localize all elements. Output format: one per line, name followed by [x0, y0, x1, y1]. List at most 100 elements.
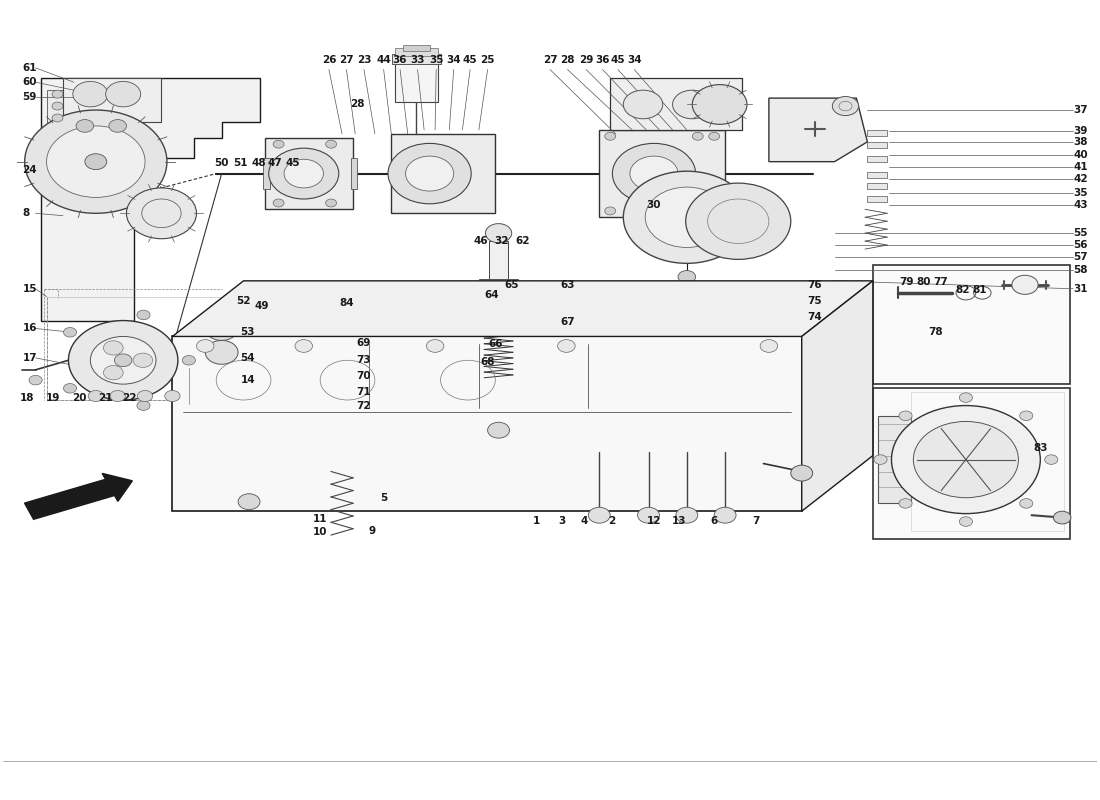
Polygon shape: [769, 98, 868, 162]
Text: 37: 37: [1074, 105, 1088, 115]
Circle shape: [165, 390, 180, 402]
Circle shape: [73, 82, 108, 107]
Circle shape: [90, 337, 156, 384]
Text: 81: 81: [972, 286, 988, 295]
Text: 6: 6: [711, 516, 718, 526]
Circle shape: [605, 207, 616, 215]
Text: 4: 4: [580, 516, 587, 526]
Text: 79: 79: [900, 278, 914, 287]
Circle shape: [46, 126, 145, 198]
Text: 17: 17: [22, 353, 37, 363]
Text: 51: 51: [233, 158, 248, 168]
Text: 80: 80: [916, 278, 931, 287]
Circle shape: [630, 156, 678, 191]
Polygon shape: [173, 337, 802, 511]
Bar: [485, 387, 512, 394]
Text: 47: 47: [268, 158, 283, 168]
Text: 35: 35: [429, 55, 443, 65]
Bar: [46, 90, 140, 154]
Text: 45: 45: [463, 55, 477, 65]
Text: 11: 11: [312, 514, 328, 524]
Circle shape: [114, 354, 132, 366]
Text: 26: 26: [321, 55, 337, 65]
Circle shape: [487, 422, 509, 438]
Text: 76: 76: [807, 280, 822, 290]
Text: 70: 70: [356, 371, 372, 381]
Text: 32: 32: [495, 236, 509, 246]
Bar: [868, 156, 887, 162]
Circle shape: [588, 507, 610, 523]
Circle shape: [85, 154, 107, 170]
Circle shape: [29, 375, 42, 385]
Text: 40: 40: [1074, 150, 1088, 160]
Circle shape: [680, 287, 693, 297]
Circle shape: [685, 183, 791, 259]
Circle shape: [605, 132, 616, 140]
Circle shape: [891, 406, 1041, 514]
Polygon shape: [173, 281, 873, 337]
Circle shape: [708, 207, 719, 215]
Text: 63: 63: [560, 280, 575, 290]
Text: 34: 34: [447, 55, 461, 65]
Bar: [485, 378, 512, 385]
Text: 66: 66: [488, 339, 503, 350]
Text: 54: 54: [241, 353, 255, 363]
Circle shape: [88, 390, 103, 402]
Text: 30: 30: [647, 200, 661, 210]
Circle shape: [238, 494, 260, 510]
Text: 38: 38: [1074, 137, 1088, 147]
Circle shape: [692, 207, 703, 215]
Circle shape: [138, 390, 153, 402]
Bar: [488, 241, 508, 279]
Text: 64: 64: [485, 290, 499, 300]
Circle shape: [624, 90, 662, 118]
Circle shape: [791, 465, 813, 481]
Text: 43: 43: [1074, 200, 1088, 210]
Text: 46: 46: [474, 236, 488, 246]
Text: 14: 14: [241, 375, 255, 385]
Text: 23: 23: [356, 55, 371, 65]
Circle shape: [638, 507, 659, 523]
Bar: [868, 196, 887, 202]
Circle shape: [1054, 511, 1071, 524]
Text: 12: 12: [647, 516, 661, 526]
Circle shape: [692, 85, 747, 124]
Circle shape: [268, 148, 339, 199]
Text: 2: 2: [607, 516, 615, 526]
Bar: [610, 78, 741, 130]
Text: 75: 75: [807, 296, 822, 306]
Text: 28: 28: [560, 55, 575, 65]
Circle shape: [197, 340, 215, 352]
Circle shape: [295, 340, 312, 352]
Text: 13: 13: [672, 516, 686, 526]
Bar: [395, 58, 439, 102]
Circle shape: [273, 140, 284, 148]
Circle shape: [485, 224, 512, 242]
Circle shape: [613, 143, 695, 204]
Circle shape: [136, 401, 150, 410]
Circle shape: [326, 140, 337, 148]
Circle shape: [388, 143, 471, 204]
Circle shape: [1045, 455, 1058, 464]
Circle shape: [326, 199, 337, 207]
Bar: [485, 406, 512, 414]
Text: 19: 19: [46, 394, 60, 403]
Text: 57: 57: [1074, 252, 1088, 262]
Text: 34: 34: [627, 55, 641, 65]
FancyArrow shape: [24, 474, 132, 519]
Circle shape: [24, 110, 167, 214]
Circle shape: [76, 119, 94, 132]
Circle shape: [64, 327, 77, 337]
Text: 52: 52: [236, 296, 251, 306]
Text: 36: 36: [393, 55, 407, 65]
Text: eurospares: eurospares: [234, 338, 428, 414]
Text: 84: 84: [339, 298, 354, 308]
Text: eurospares: eurospares: [584, 338, 779, 414]
Circle shape: [959, 393, 972, 402]
Circle shape: [406, 156, 453, 191]
Circle shape: [558, 340, 575, 352]
Bar: [351, 158, 358, 189]
Text: 74: 74: [807, 311, 822, 322]
Text: 45: 45: [610, 55, 625, 65]
Text: 55: 55: [1074, 228, 1088, 238]
